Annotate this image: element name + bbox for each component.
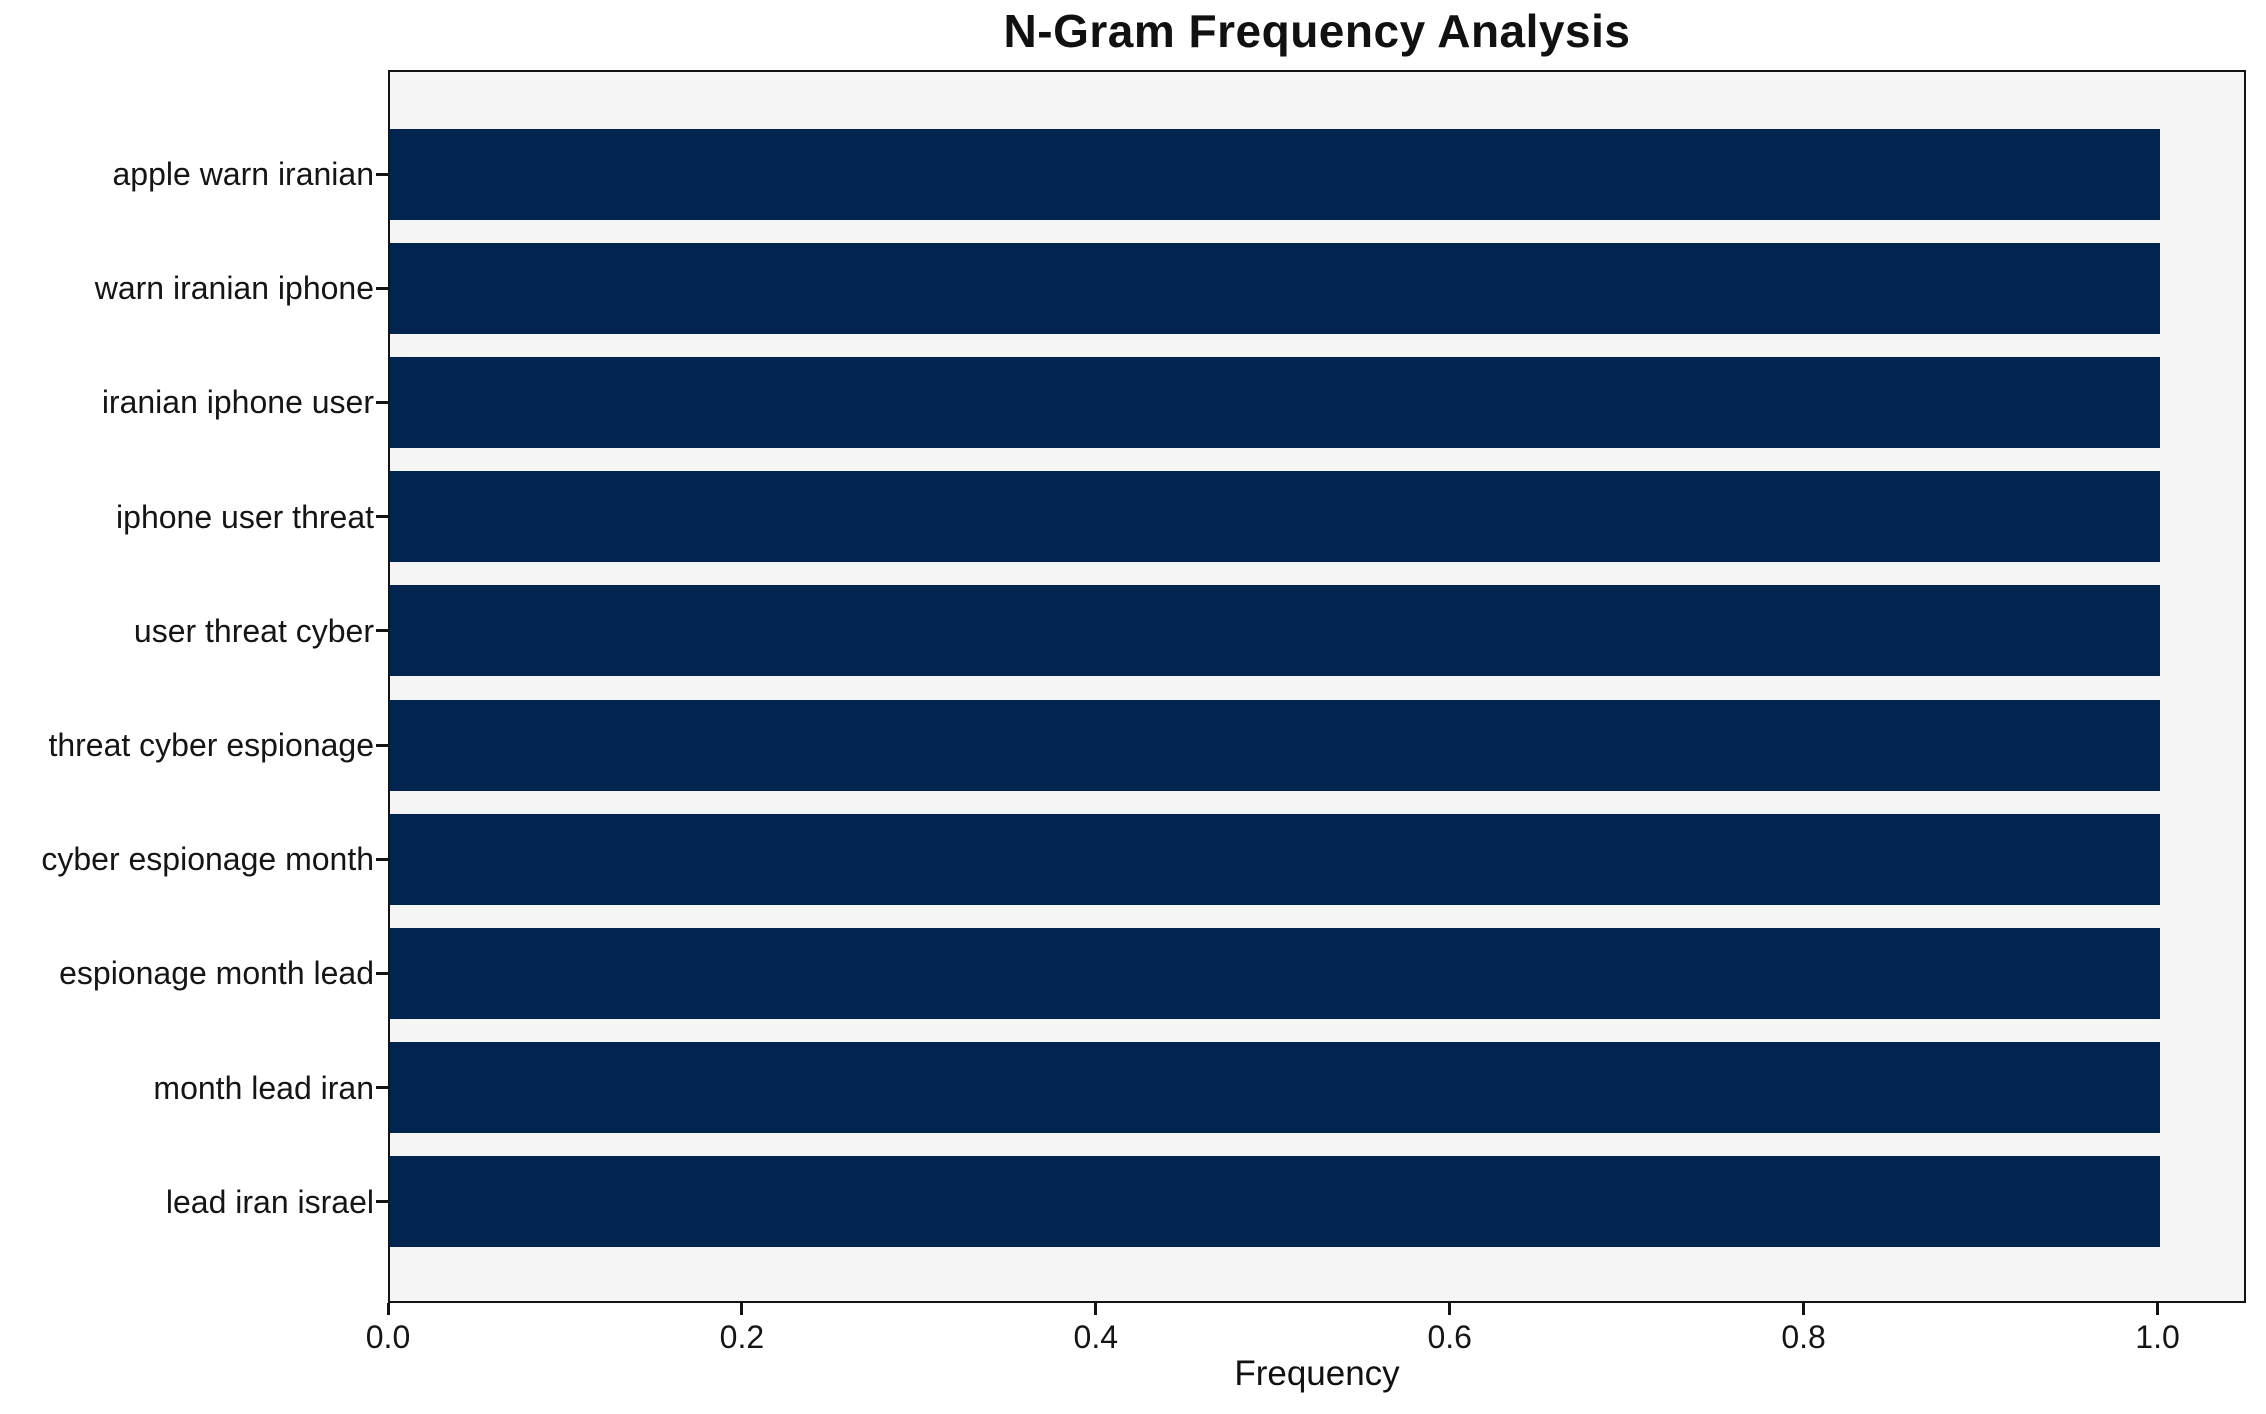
bar [390, 1156, 2160, 1248]
y-tick-label: month lead iran [153, 1069, 374, 1106]
x-tick-mark [1802, 1303, 1806, 1315]
y-tick-label: user threat cyber [133, 612, 374, 649]
bar [390, 471, 2160, 563]
y-tick-label: threat cyber espionage [48, 727, 374, 763]
x-tick-label: 1.0 [2135, 1319, 2180, 1355]
bar [390, 242, 2160, 334]
x-tick-mark [2156, 1303, 2160, 1315]
x-tick-mark [386, 1303, 390, 1315]
bar [390, 1042, 2160, 1134]
y-tick-mark [376, 971, 388, 975]
x-tick-mark [1094, 1303, 1098, 1315]
chart-title: N-Gram Frequency Analysis [1003, 5, 1631, 57]
y-tick-label: apple warn iranian [112, 156, 375, 192]
x-tick-label: 0.4 [1073, 1319, 1119, 1355]
y-tick-mark [376, 1200, 388, 1204]
y-tick-label: iphone user threat [116, 498, 374, 535]
y-tick-label: lead iran israel [165, 1183, 374, 1220]
y-tick-mark [376, 515, 388, 519]
y-tick-mark [376, 286, 388, 290]
x-tick-label: 0.6 [1427, 1319, 1472, 1355]
plot-area [388, 70, 2246, 1303]
y-tick-mark [376, 400, 388, 404]
bar [390, 813, 2160, 905]
x-tick-label: 0.0 [365, 1319, 411, 1355]
y-tick-label: iranian iphone user [101, 384, 374, 421]
bar [390, 128, 2160, 220]
x-tick-mark [740, 1303, 744, 1315]
x-tick-label: 0.2 [719, 1319, 765, 1355]
bar [390, 699, 2160, 791]
y-tick-mark [376, 857, 388, 861]
y-tick-label: espionage month lead [59, 955, 374, 992]
x-tick-label: 0.8 [1781, 1319, 1826, 1355]
x-tick-mark [1448, 1303, 1452, 1315]
y-tick-label: cyber espionage month [41, 841, 374, 878]
y-tick-mark [376, 629, 388, 633]
y-tick-label: warn iranian iphone [94, 270, 374, 307]
bar [390, 585, 2160, 677]
bar [390, 927, 2160, 1019]
y-tick-mark [376, 172, 388, 176]
y-tick-mark [376, 743, 388, 747]
x-axis-label: Frequency [1234, 1354, 1400, 1393]
bar [390, 356, 2160, 448]
y-tick-mark [376, 1086, 388, 1090]
